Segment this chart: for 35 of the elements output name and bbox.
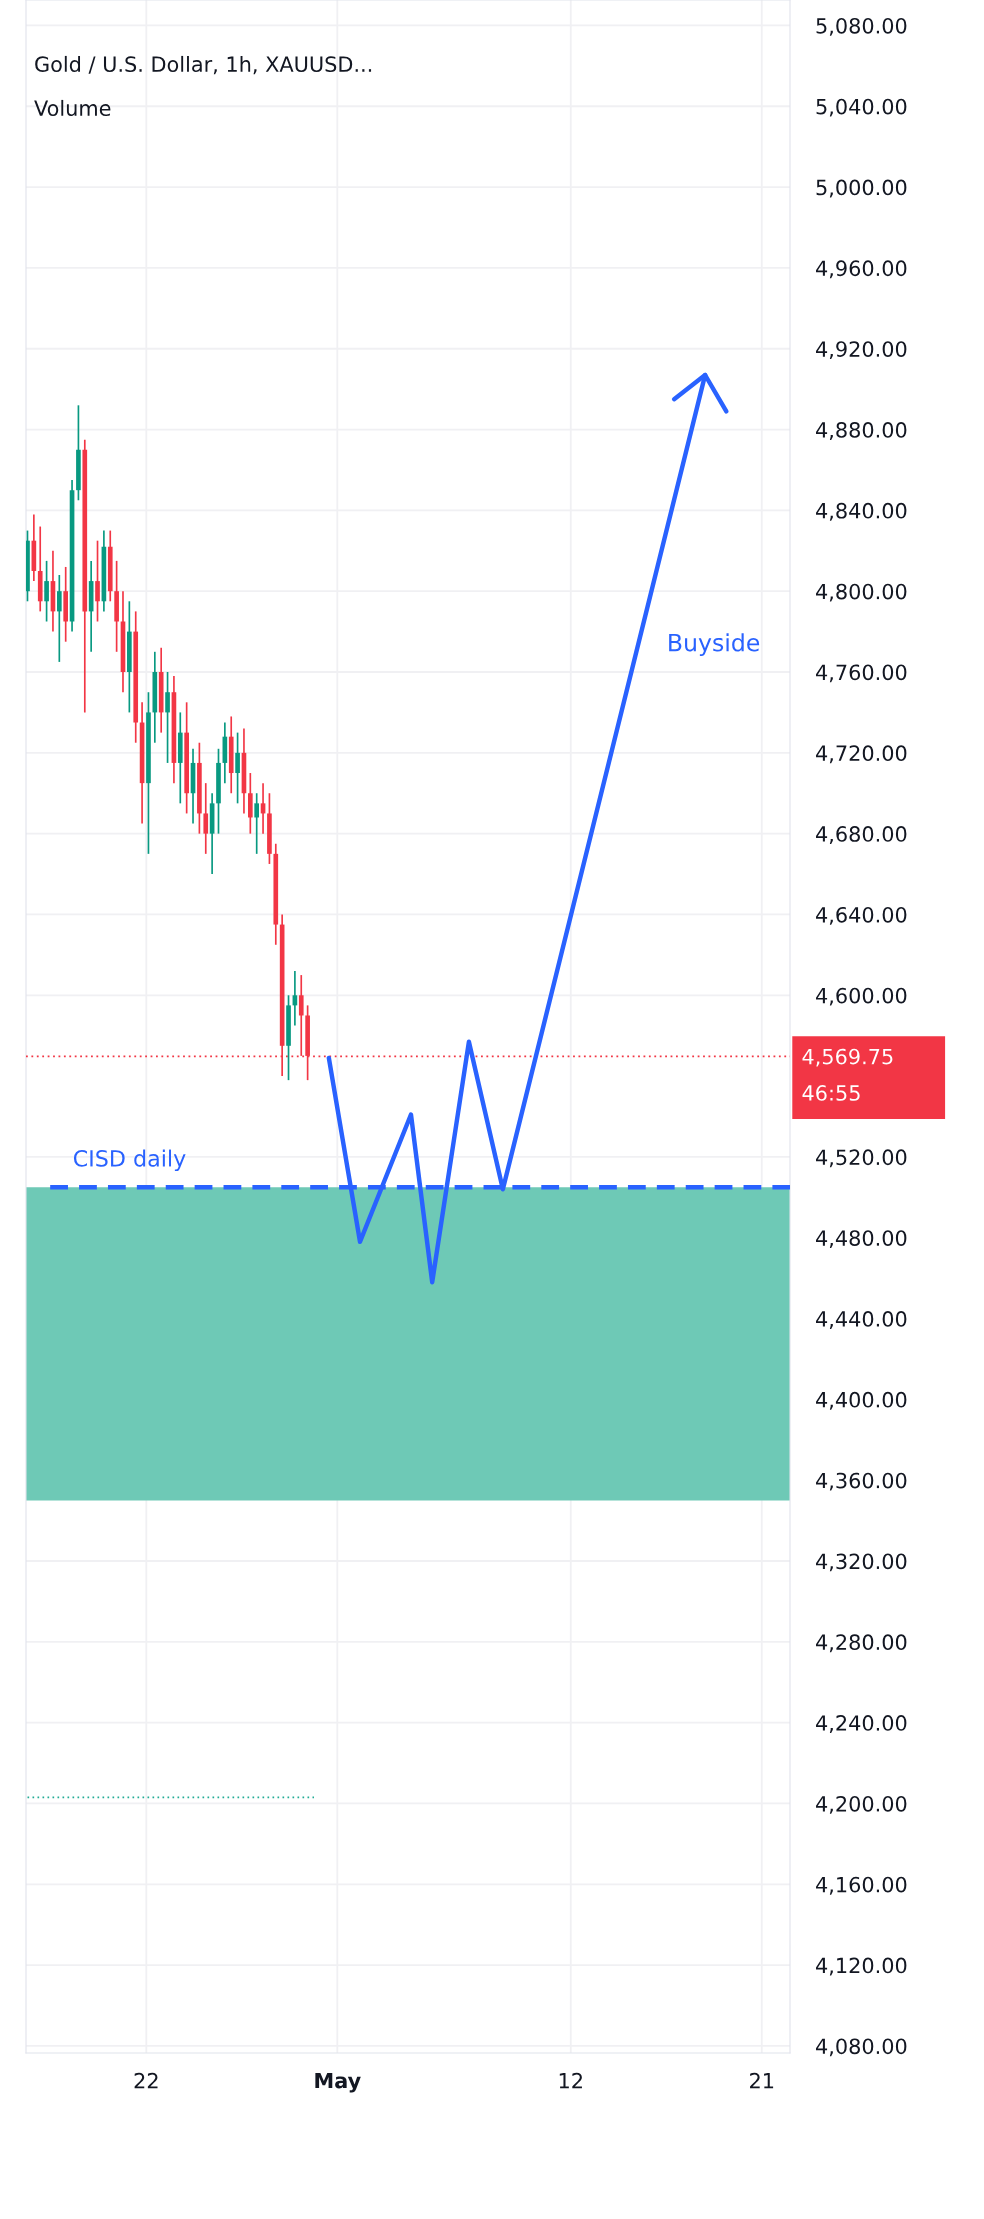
ref-line-label: CISD daily — [73, 1149, 186, 1172]
y-tick-label: 4,920.00 — [816, 341, 907, 360]
y-tick-label: 5,040.00 — [816, 98, 907, 117]
y-tick-label: 4,400.00 — [816, 1391, 907, 1410]
y-tick-label: 4,120.00 — [816, 1957, 907, 1976]
y-tick-label: 4,360.00 — [816, 1472, 907, 1491]
text: Volume — [34, 99, 111, 117]
y-tick-label: 4,880.00 — [816, 422, 907, 440]
text: 46:55 — [802, 1085, 860, 1101]
ref-line-label: 4,569.75 — [802, 1048, 893, 1067]
y-tick-label: 4,160.00 — [816, 1876, 907, 1895]
x-tick-label: 21 — [750, 2072, 774, 2089]
annotation: Buyside — [669, 633, 760, 657]
x-tick-label: 22 — [134, 2072, 158, 2089]
y-tick-label: 4,600.00 — [816, 987, 907, 1006]
y-tick-label: 4,520.00 — [816, 1149, 907, 1168]
y-tick-label: 4,080.00 — [816, 2038, 907, 2057]
y-tick-label: 4,720.00 — [816, 745, 907, 764]
y-tick-label: 4,200.00 — [816, 1795, 907, 1814]
y-tick-label: 5,000.00 — [816, 179, 907, 198]
y-tick-label: 4,480.00 — [816, 1230, 907, 1249]
y-tick-label: 4,960.00 — [816, 260, 907, 279]
y-tick-label: 4,840.00 — [816, 502, 907, 521]
x-tick-label: 12 — [559, 2072, 582, 2089]
y-tick-label: 4,240.00 — [816, 1715, 907, 1733]
y-tick-label: 5,080.00 — [816, 17, 907, 36]
x-tick-label: May — [315, 2072, 361, 2093]
y-tick-label: 4,320.00 — [816, 1553, 907, 1572]
y-tick-label: 4,280.00 — [816, 1634, 907, 1653]
y-tick-label: 4,440.00 — [816, 1311, 907, 1329]
y-tick-label: 4,760.00 — [816, 664, 907, 683]
y-tick-label: 4,680.00 — [816, 826, 907, 844]
y-tick-label: 4,640.00 — [816, 906, 907, 925]
text: Gold / U.S. Dollar, 1h, XAUUSD... — [35, 55, 372, 75]
y-tick-label: 4,800.00 — [816, 583, 907, 602]
